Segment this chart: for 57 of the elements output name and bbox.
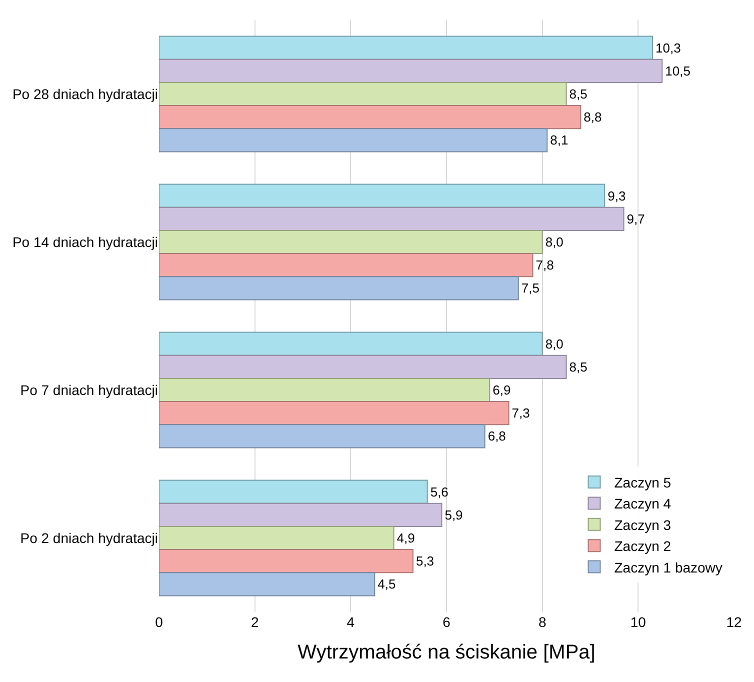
y-tick-label: Po 28 dniach hydratacji (12, 86, 158, 102)
legend-label: Zaczyn 5 (614, 474, 672, 490)
bar (159, 276, 519, 300)
data-label: 9,3 (608, 188, 626, 204)
legend-label: Zaczyn 1 bazowy (614, 559, 722, 576)
x-tick-label: 4 (346, 614, 355, 630)
data-label: 9,7 (626, 211, 645, 226)
y-tick-label: Po 2 dniach hydratacji (20, 530, 158, 546)
x-tick-label: 2 (250, 614, 259, 630)
bar (159, 105, 582, 130)
bar (159, 36, 654, 60)
data-label: 6,9 (492, 382, 511, 398)
bar (159, 128, 548, 152)
data-label: 10,3 (656, 40, 681, 56)
bar (159, 82, 567, 106)
data-label: 4,9 (396, 530, 415, 546)
y-tick-label: Po 14 dniach hydratacji (12, 234, 158, 250)
bar (159, 378, 490, 402)
data-label: 5,9 (444, 507, 463, 522)
bar (159, 58, 663, 83)
bar (159, 253, 534, 278)
x-tick-label: 0 (155, 614, 164, 630)
bar (159, 206, 624, 231)
bar (159, 354, 567, 379)
data-label: 8,8 (584, 110, 602, 125)
x-tick-label: 8 (538, 614, 546, 630)
bar (159, 549, 414, 574)
bar (159, 424, 486, 448)
data-label: 7,5 (521, 280, 540, 296)
data-label: 4,5 (378, 576, 396, 592)
legend-label: Zaczyn 2 (614, 538, 672, 554)
bar (159, 526, 394, 550)
data-label: 8,0 (545, 234, 564, 250)
data-label: 7,3 (512, 406, 530, 421)
data-label: 8,1 (550, 132, 568, 148)
x-tick-label: 12 (726, 614, 742, 630)
data-label: 8,0 (545, 336, 564, 352)
data-label: 5,3 (416, 554, 434, 569)
data-label: 10,5 (665, 63, 690, 78)
bar (159, 480, 428, 504)
y-tick-label: Po 7 dniach hydratacji (20, 382, 158, 398)
data-label: 7,8 (536, 258, 554, 273)
bar (159, 401, 510, 426)
legend-label: Zaczyn 3 (614, 516, 672, 533)
x-tick-label: 10 (630, 614, 646, 630)
bar (159, 502, 442, 527)
data-label: 6,8 (488, 428, 506, 444)
bar (159, 230, 543, 254)
bar (159, 184, 606, 208)
data-label: 5,6 (430, 484, 448, 500)
x-axis-title: Wytrzymałość na ściskanie [MPa] (298, 642, 596, 664)
x-tick-label: 6 (442, 614, 451, 630)
bar (159, 332, 543, 356)
data-label: 8,5 (569, 86, 588, 102)
data-label: 8,5 (569, 359, 588, 374)
legend-label: Zaczyn 4 (614, 496, 672, 512)
bar (159, 572, 376, 596)
